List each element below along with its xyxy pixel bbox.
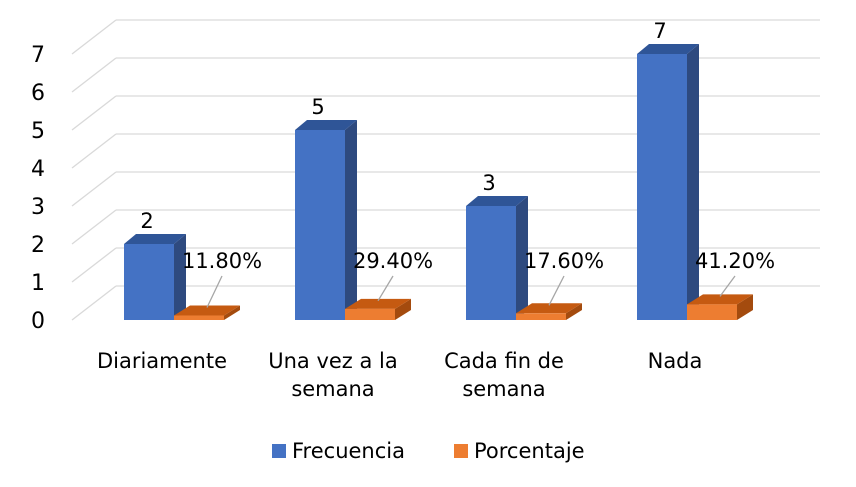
y-tick-label: 7: [31, 43, 45, 68]
bar-front: [466, 206, 516, 320]
bar-side: [566, 303, 582, 320]
bar-front: [637, 54, 687, 320]
legend-swatch: [272, 444, 286, 458]
legend: Frecuencia Porcentaje: [272, 439, 585, 463]
data-labels: 2 11.80% 5 29.40% 3 17.60% 7 41.20%: [140, 19, 775, 308]
y-axis-ticks: 0 1 2 3 4 5 6 7: [31, 43, 45, 334]
data-label-frecuencia: 5: [311, 95, 324, 119]
data-label-porcentaje: 11.80%: [182, 249, 262, 273]
y-tick-label: 5: [31, 119, 45, 144]
bar-side: [737, 294, 753, 320]
bar-side: [395, 298, 411, 320]
bar-side: [345, 120, 357, 320]
bar-frecuencia: [466, 196, 528, 320]
gridline-depth: [71, 57, 117, 93]
gridline-depth: [71, 285, 117, 321]
bar-top: [466, 196, 528, 206]
data-label-porcentaje: 17.60%: [524, 249, 604, 273]
gridline-depth: [71, 19, 117, 55]
bar-front: [124, 244, 174, 320]
bar-porcentaje: [174, 305, 240, 320]
y-tick-label: 4: [31, 157, 45, 182]
leader-line: [719, 275, 736, 297]
bar-side: [687, 44, 699, 320]
legend-item: Porcentaje: [454, 439, 585, 463]
bar-side: [516, 196, 528, 320]
category-label: Una vez a la semana: [268, 349, 398, 401]
gridline-depth: [71, 209, 117, 245]
legend-swatch: [454, 444, 468, 458]
legend-item: Frecuencia: [272, 439, 405, 463]
y-tick-label: 6: [31, 81, 45, 106]
bar-front: [687, 304, 737, 320]
y-tick-label: 3: [31, 195, 45, 220]
data-label-porcentaje: 29.40%: [353, 249, 433, 273]
bar-side: [174, 234, 186, 320]
bar-side: [224, 305, 240, 320]
bar-front: [295, 130, 345, 320]
gridline-depth: [71, 95, 117, 131]
bar-front: [345, 308, 395, 320]
legend-label: Frecuencia: [292, 439, 405, 463]
bar-top: [516, 303, 582, 314]
bars: [124, 44, 753, 320]
x-axis-categories: Diariamente Una vez a la semana Cada fin de…: [97, 349, 702, 401]
bar-top: [295, 120, 357, 130]
y-tick-label: 0: [31, 309, 45, 334]
data-label-frecuencia: 3: [482, 171, 495, 195]
category-label: Diariamente: [97, 349, 227, 373]
bar-frecuencia: [295, 120, 357, 320]
leader-line: [206, 275, 223, 308]
bar-frecuencia: [637, 44, 699, 320]
data-label-frecuencia: 2: [140, 209, 153, 233]
bar-front: [516, 313, 566, 320]
data-label-porcentaje: 41.20%: [695, 249, 775, 273]
bar-porcentaje: [687, 294, 753, 320]
gridline-depth: [71, 247, 117, 283]
bar-front: [174, 315, 224, 320]
gridline-depth: [71, 133, 117, 169]
bar-porcentaje: [516, 303, 582, 320]
bar-top: [124, 234, 186, 244]
bar-top: [345, 298, 411, 309]
category-label: Cada fin de semana: [444, 349, 564, 401]
y-tick-label: 2: [31, 233, 45, 258]
bar-top: [637, 44, 699, 54]
bar-frecuencia: [124, 234, 186, 320]
y-tick-label: 1: [31, 271, 45, 296]
gridline-depth: [71, 171, 117, 207]
leader-line: [377, 275, 394, 302]
bar-top: [174, 305, 240, 316]
bar-porcentaje: [345, 298, 411, 320]
leader-line: [548, 275, 565, 306]
legend-label: Porcentaje: [474, 439, 585, 463]
category-label: Nada: [648, 349, 703, 373]
data-label-frecuencia: 7: [653, 19, 666, 43]
bar-top: [687, 294, 753, 305]
